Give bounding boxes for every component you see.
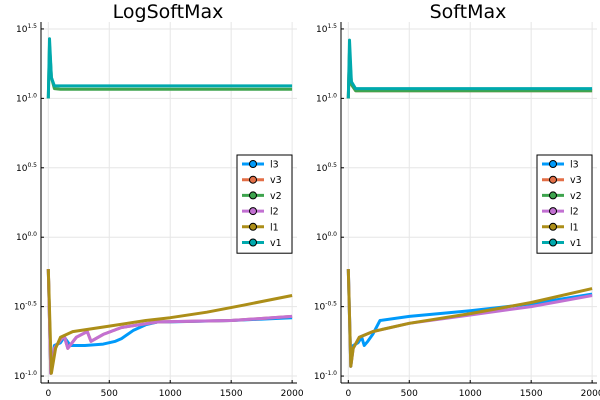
x-tick-label: 1500 <box>520 389 543 399</box>
legend-label: l3 <box>570 160 579 171</box>
y-tick-label: 10-1.0 <box>314 370 337 382</box>
x-tick-label: 500 <box>401 389 418 399</box>
x-tick-label: 2000 <box>281 389 304 399</box>
panel-softmax: SoftMax 0 500 1000 1500 2000 101.5 101.0 100.5 1… <box>314 1 600 399</box>
series-line-l1 <box>46 269 293 375</box>
legend-label: l3 <box>270 160 279 171</box>
y-tick-label: 10-1.0 <box>14 370 37 382</box>
series-line-v1 <box>346 38 593 99</box>
y-tick-label: 101.5 <box>16 23 37 35</box>
y-tick-label: 101.5 <box>316 23 337 35</box>
y-tick-label: 10-0.5 <box>14 301 37 313</box>
y-tick-label: 100.0 <box>316 231 337 243</box>
legend-marker <box>249 222 257 231</box>
chart-title: LogSoftMax <box>113 1 224 23</box>
y-tick-label: 101.0 <box>16 92 37 104</box>
x-tick-label: 0 <box>45 389 51 399</box>
legend-label: v2 <box>270 191 282 202</box>
legend-label: l1 <box>570 222 579 233</box>
x-tick-label: 1000 <box>459 389 482 399</box>
x-tick-label: 500 <box>101 389 118 399</box>
legend-label: l1 <box>270 222 279 233</box>
legend-label: v1 <box>270 238 282 249</box>
legend-box <box>236 154 293 254</box>
legend-marker <box>249 191 257 200</box>
legend-marker <box>549 238 557 247</box>
legend-marker <box>249 207 257 216</box>
legend-marker <box>549 191 557 200</box>
panel-logsoftmax: LogSoftMax 0 500 1000 1500 2000 101.5 101.0 100… <box>14 1 304 399</box>
x-tick-label: 1500 <box>220 389 243 399</box>
chart-title: SoftMax <box>430 1 507 23</box>
legend-marker <box>549 222 557 231</box>
legend-label: v2 <box>570 191 582 202</box>
y-tick-label: 100.5 <box>16 162 37 174</box>
x-tick-label: 0 <box>345 389 351 399</box>
x-tick-label: 2000 <box>581 389 600 399</box>
legend-box <box>536 154 593 254</box>
y-tick-label: 100.5 <box>316 162 337 174</box>
legend-label: v3 <box>570 175 582 186</box>
legend-marker <box>249 238 257 247</box>
legend-label: v3 <box>270 175 282 186</box>
legend-marker <box>549 207 557 216</box>
legend-marker <box>249 175 257 184</box>
legend-marker <box>549 160 557 168</box>
y-tick-label: 10-0.5 <box>314 301 337 313</box>
y-tick-label: 101.0 <box>316 92 337 104</box>
series-line-l1 <box>346 269 593 368</box>
legend-label: l2 <box>270 207 279 218</box>
legend-label: v1 <box>570 238 582 249</box>
legend-marker <box>249 160 257 168</box>
series-line-v1 <box>46 37 293 99</box>
legend-label: l2 <box>570 207 579 218</box>
x-tick-label: 1000 <box>159 389 182 399</box>
legend-marker <box>549 175 557 184</box>
y-tick-label: 100.0 <box>16 231 37 243</box>
